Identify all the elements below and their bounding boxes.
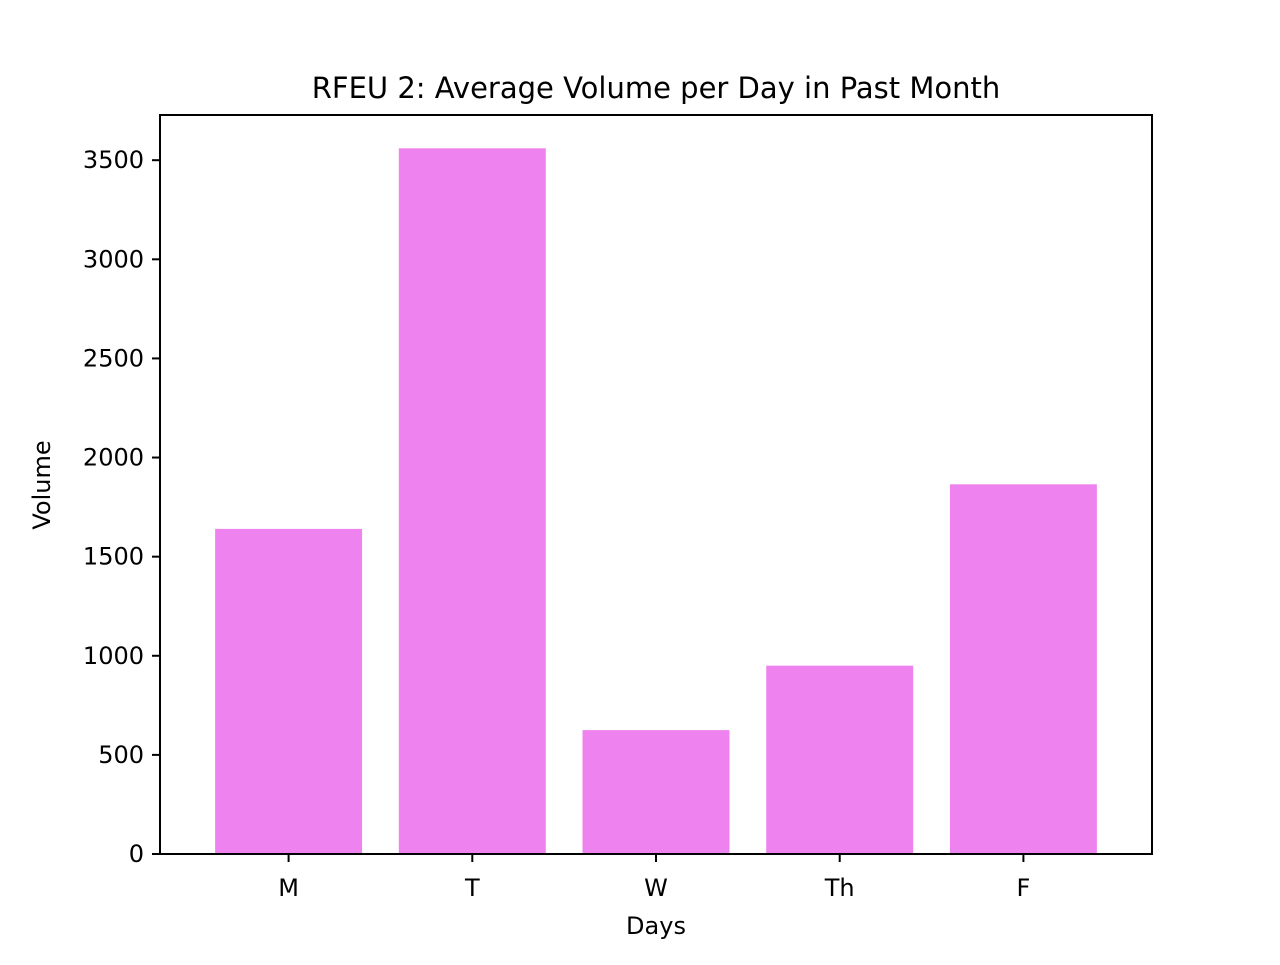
x-tick-label: T (464, 874, 480, 902)
y-tick-label: 0 (129, 840, 144, 868)
bar-f (949, 484, 1097, 854)
x-tick-label: W (644, 874, 668, 902)
y-tick-label: 3500 (83, 146, 144, 174)
x-tick-label: Th (824, 874, 855, 902)
bar-t (398, 148, 546, 854)
y-tick-label: 3000 (83, 245, 144, 273)
y-tick-label: 1000 (83, 642, 144, 670)
y-tick-label: 2000 (83, 444, 144, 472)
bar-th (766, 665, 914, 854)
x-tick-label: F (1017, 874, 1031, 902)
bar-m (215, 528, 363, 854)
chart-title: RFEU 2: Average Volume per Day in Past M… (312, 71, 1001, 105)
bars-layer (215, 148, 1097, 854)
y-tick-label: 2500 (83, 344, 144, 372)
x-axis: M T W Th F (278, 854, 1030, 902)
bar-w (582, 730, 730, 854)
y-tick-label: 1500 (83, 543, 144, 571)
x-tick-label: M (278, 874, 299, 902)
y-tick-label: 500 (98, 741, 144, 769)
y-axis: 0 500 1000 1500 2000 2500 3000 3500 (83, 146, 160, 868)
y-axis-label: Volume (28, 440, 56, 529)
x-axis-label: Days (626, 912, 686, 940)
